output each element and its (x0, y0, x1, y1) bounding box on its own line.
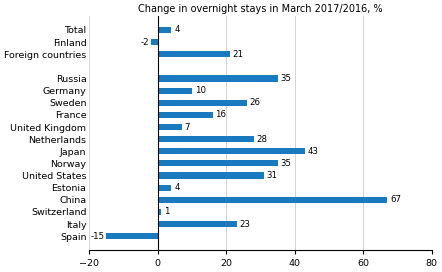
Text: 26: 26 (250, 98, 260, 107)
Bar (158, 221, 236, 227)
Bar (158, 27, 171, 33)
Text: 23: 23 (239, 220, 250, 228)
Bar (151, 39, 158, 45)
Text: 35: 35 (280, 74, 291, 83)
Bar (158, 88, 192, 94)
Text: 21: 21 (232, 50, 244, 59)
Text: -15: -15 (91, 232, 105, 241)
Text: 43: 43 (308, 147, 319, 156)
Title: Change in overnight stays in March 2017/2016, %: Change in overnight stays in March 2017/… (138, 4, 383, 14)
Text: 10: 10 (195, 86, 206, 95)
Bar (158, 148, 305, 154)
Bar (158, 160, 278, 166)
Text: 1: 1 (164, 208, 169, 217)
Bar (158, 112, 213, 118)
Text: 28: 28 (256, 135, 267, 144)
Bar (158, 124, 182, 130)
Bar (107, 233, 158, 239)
Bar (158, 51, 230, 57)
Bar (158, 185, 171, 191)
Bar (158, 75, 278, 82)
Text: 67: 67 (390, 195, 401, 204)
Text: 7: 7 (184, 122, 190, 131)
Bar (158, 172, 264, 178)
Text: 16: 16 (215, 110, 226, 119)
Text: 4: 4 (174, 26, 179, 35)
Text: 35: 35 (280, 159, 291, 168)
Text: 4: 4 (174, 183, 179, 192)
Bar (158, 136, 254, 142)
Text: -2: -2 (141, 38, 149, 47)
Bar (158, 100, 247, 106)
Bar (158, 209, 161, 215)
Text: 31: 31 (267, 171, 278, 180)
Bar (158, 197, 387, 203)
